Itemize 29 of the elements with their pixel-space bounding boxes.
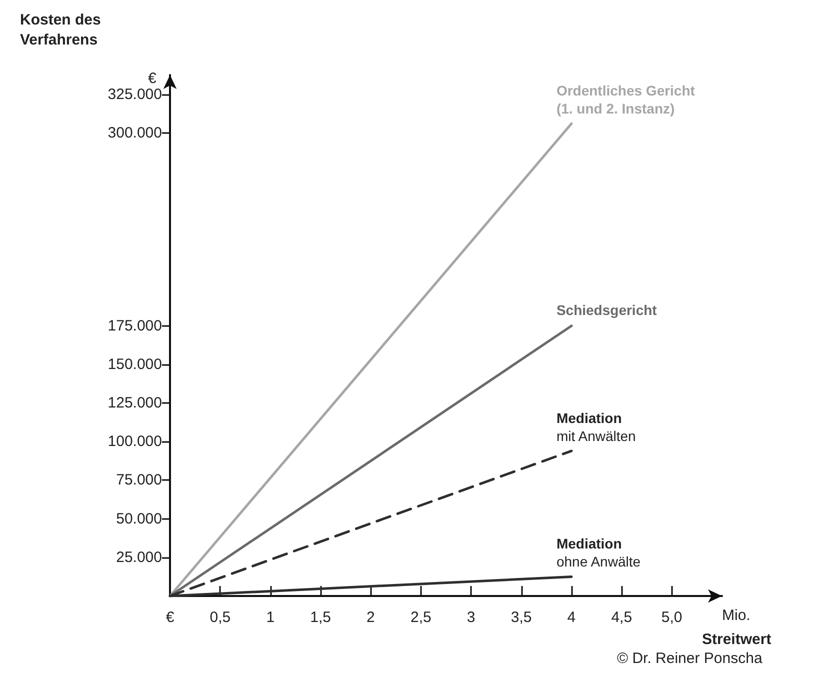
y-tick-label: 300.000 xyxy=(108,124,162,142)
x-tick-label: 3 xyxy=(466,609,476,626)
x-tick-label: 5,0 xyxy=(661,609,682,626)
x-tick-label: € xyxy=(166,609,175,626)
x-tick-label: 2 xyxy=(366,609,375,626)
y-tick-label: 75.000 xyxy=(116,472,162,489)
x-tick-label: 4,5 xyxy=(611,609,632,626)
y-tick-label: 25.000 xyxy=(116,548,162,566)
x-tick-label: 4 xyxy=(567,609,576,626)
y-tick-label: 150.000 xyxy=(108,356,162,373)
x-axis-title: Streitwert xyxy=(702,631,772,648)
x-tick-label: 3,5 xyxy=(510,609,532,626)
y-tick-label: 175.000 xyxy=(108,317,162,334)
text: © Dr. Reiner Ponscha xyxy=(617,650,763,667)
x-tick-label: 0,5 xyxy=(210,609,231,626)
text: € xyxy=(148,70,157,87)
y-axis-title: Kosten des Verfahrens xyxy=(20,12,106,48)
y-tick-label: 325.000 xyxy=(108,86,162,103)
series-label: Ordentliches Gericht (1. und 2. Instanz) xyxy=(556,82,696,117)
x-tick-label: 1 xyxy=(266,609,275,626)
text: Mio. xyxy=(722,607,750,624)
x-tick-label: 2,5 xyxy=(410,609,432,626)
series-label: Mediation mit Anwälten xyxy=(556,410,636,444)
x-tick-label: 1,5 xyxy=(310,609,331,626)
series-label: Schiedsgericht xyxy=(556,302,658,318)
y-tick-label: 125.000 xyxy=(108,394,162,412)
y-tick-label: 100.000 xyxy=(108,433,162,450)
series-label: Mediation ohne Anwälte xyxy=(556,536,641,570)
y-tick-label: 50.000 xyxy=(116,510,162,528)
